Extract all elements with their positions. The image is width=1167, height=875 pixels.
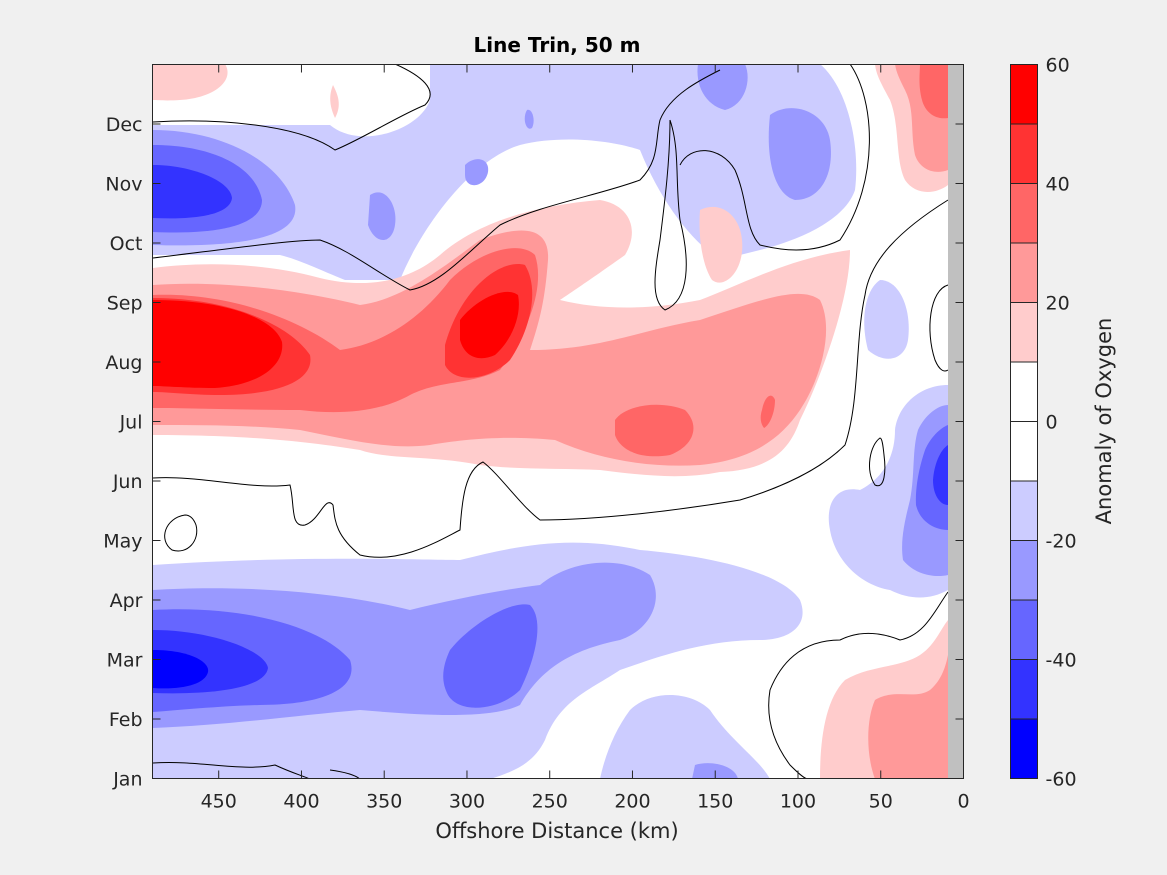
colorbar-tick-label: 0 <box>1046 412 1058 434</box>
plot-area <box>153 64 964 779</box>
colorbar-segment <box>1010 719 1038 779</box>
x-tick-label: 350 <box>366 791 402 813</box>
negative-anomaly-regions <box>153 64 948 779</box>
x-tick-label: 0 <box>957 791 969 813</box>
contour-band-neg <box>915 425 948 530</box>
colorbar-segment <box>1010 124 1038 184</box>
y-tick-label: Aug <box>105 352 142 374</box>
contour-band-neg <box>864 280 909 359</box>
y-tick-label: Sep <box>107 293 143 315</box>
contour-band-neg <box>465 159 489 186</box>
contour-band-neg <box>443 604 538 708</box>
colorbar-segment <box>1010 362 1038 422</box>
zero-contour <box>679 64 870 251</box>
y-tick-label: Jun <box>112 471 143 493</box>
x-tick-label: 250 <box>532 791 568 813</box>
contour-band-neg <box>600 695 770 779</box>
x-tick-label: 100 <box>780 791 816 813</box>
contour-band-pos <box>919 64 948 119</box>
y-tick-label: Apr <box>110 590 143 612</box>
contour-band-neg <box>153 650 209 689</box>
zero-contour <box>153 64 431 151</box>
zero-contour-lines <box>153 64 949 779</box>
colorbar-tick-label: 20 <box>1046 293 1070 315</box>
x-axis-ticks: 450 400 350 300 250 200 150 100 50 0 <box>201 64 970 813</box>
x-tick-label: 450 <box>201 791 237 813</box>
y-tick-label: Jan <box>112 769 142 791</box>
colorbar-segment <box>1010 64 1038 124</box>
contour-band-neg <box>524 109 534 129</box>
colorbar: -60 -40 -20 0 20 40 60 <box>1010 55 1077 791</box>
positive-anomaly-regions <box>153 64 948 779</box>
y-tick-label: Nov <box>105 174 142 196</box>
x-tick-label: 150 <box>697 791 733 813</box>
colorbar-segment <box>1010 600 1038 660</box>
colorbar-frame <box>1010 64 1038 779</box>
colorbar-segment <box>1010 481 1038 541</box>
contour-band-neg <box>153 64 857 280</box>
contour-band-pos <box>699 206 743 283</box>
x-axis-label: Offshore Distance (km) <box>435 819 678 843</box>
contour-band-neg <box>368 192 396 240</box>
colorbar-tick-label: -40 <box>1046 650 1077 672</box>
zero-contour <box>768 591 949 779</box>
x-tick-label: 200 <box>614 791 650 813</box>
y-tick-label: Oct <box>110 233 143 255</box>
colorbar-tick-label: -20 <box>1046 531 1077 553</box>
contour-band-pos <box>760 395 775 428</box>
colorbar-segment <box>1010 540 1038 600</box>
contour-band-pos <box>615 404 694 457</box>
zero-contour <box>654 119 687 311</box>
colorbar-tick-label: 40 <box>1046 174 1070 196</box>
y-tick-label: Mar <box>107 650 143 672</box>
colorbar-label: Anomaly of Oxygen <box>1092 318 1116 525</box>
contour-band-pos <box>868 655 948 779</box>
colorbar-segment <box>1010 421 1038 481</box>
zero-contour <box>153 762 311 779</box>
x-tick-label: 400 <box>283 791 319 813</box>
y-tick-label: May <box>103 531 142 553</box>
zero-contour <box>869 437 886 487</box>
colorbar-tick-label: -60 <box>1046 769 1077 791</box>
y-tick-label: Feb <box>109 709 143 731</box>
colorbar-segment <box>1010 243 1038 303</box>
zero-contour <box>929 284 949 372</box>
x-tick-label: 50 <box>869 791 893 813</box>
y-tick-label: Dec <box>106 114 143 136</box>
contour-band-neg <box>933 445 948 505</box>
y-tick-label: Jul <box>119 412 143 434</box>
zero-contour <box>164 514 198 552</box>
contour-band-pos <box>460 291 519 359</box>
zero-contour <box>153 69 721 291</box>
x-tick-label: 300 <box>449 791 485 813</box>
colorbar-segment <box>1010 659 1038 719</box>
zero-contour <box>153 199 949 558</box>
colorbar-tick-label: 60 <box>1046 55 1070 77</box>
contour-band-pos <box>153 64 228 101</box>
colorbar-segment <box>1010 302 1038 362</box>
contour-band-pos <box>153 300 283 388</box>
chart-title: Line Trin, 50 m <box>474 33 641 57</box>
y-axis-ticks: Jan Feb Mar Apr May Jun Jul Aug Sep Oct Nov Dec <box>103 114 964 791</box>
contour-band-neg <box>153 165 232 219</box>
contour-band-pos <box>330 85 339 118</box>
colorbar-segment <box>1010 183 1038 243</box>
contour-band-neg <box>768 108 831 200</box>
